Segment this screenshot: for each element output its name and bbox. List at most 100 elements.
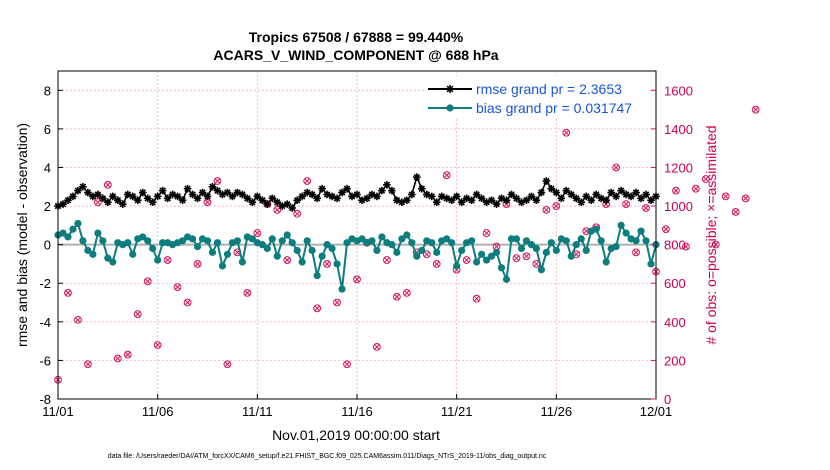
marker-stroke	[94, 199, 101, 206]
bias-point	[213, 239, 222, 247]
bias-point	[482, 256, 491, 264]
bias-point	[79, 237, 87, 245]
obs-possible-point	[84, 360, 92, 369]
bias-point	[632, 237, 640, 245]
marker-stroke	[323, 191, 331, 198]
obs-assimilated-point	[483, 230, 490, 237]
marker-stroke	[214, 187, 221, 194]
marker-stroke	[344, 361, 350, 368]
bias-point	[547, 239, 555, 247]
bias-point	[403, 231, 411, 239]
marker-stroke	[553, 189, 560, 196]
obs-assimilated-point	[194, 260, 201, 267]
y-tick-label: -6	[39, 353, 51, 368]
marker-stroke	[119, 200, 127, 208]
marker-stroke	[373, 193, 381, 200]
obs-possible-point	[751, 105, 760, 114]
x-tick-label: 11/01	[42, 404, 74, 419]
rmse-point	[153, 192, 162, 201]
obs-possible-point	[183, 298, 192, 307]
bias-point	[602, 258, 610, 266]
marker-stroke	[65, 289, 71, 296]
bias-point	[497, 264, 506, 272]
bias-point	[477, 250, 486, 258]
bias-point	[373, 246, 381, 255]
y-tick-label: -4	[39, 315, 51, 330]
marker-stroke	[523, 253, 530, 260]
obs-assimilated-point	[65, 289, 71, 296]
obs-possible-point	[383, 256, 391, 264]
marker-stroke	[328, 193, 336, 200]
obs-possible-point	[163, 256, 172, 264]
bias-point	[129, 250, 137, 258]
bias-point	[642, 237, 650, 245]
marker-stroke	[94, 191, 102, 198]
marker-stroke	[418, 185, 426, 192]
marker-stroke	[742, 195, 749, 202]
y-tick-label: 0	[44, 238, 51, 253]
marker-stroke	[214, 178, 221, 184]
x-tick-label: 11/06	[142, 404, 174, 419]
obs-assimilated-point	[393, 293, 400, 300]
bias-point	[522, 237, 531, 245]
x-tick-label: 11/26	[541, 404, 573, 419]
marker-stroke	[393, 197, 401, 204]
legend: rmse grand pr = 2.3653 bias grand pr = 0…	[425, 76, 649, 118]
bias-point	[303, 237, 311, 245]
bias-point	[313, 271, 321, 280]
obs-possible-point	[313, 304, 322, 313]
obs-assimilated-point	[692, 185, 699, 192]
bias-point	[413, 252, 421, 260]
obs-assimilated-point	[473, 295, 480, 302]
rmse-point	[562, 186, 571, 195]
marker-stroke	[244, 289, 251, 296]
bias-point	[502, 275, 511, 283]
obs-assimilated-point	[403, 289, 410, 296]
bias-point	[612, 242, 620, 251]
bias-point	[333, 260, 341, 268]
footer-datafile: data file: /Users/raeder/DAI/ATM_forcXX/…	[108, 453, 547, 460]
marker-stroke	[318, 185, 326, 192]
obs-assimilated-point	[94, 199, 101, 206]
bias-point	[647, 260, 655, 268]
marker-stroke	[672, 187, 679, 194]
bias-point	[84, 246, 92, 255]
obs-possible-point	[522, 252, 531, 261]
marker-stroke	[433, 260, 440, 267]
obs-possible-point	[542, 206, 551, 214]
bias-point	[218, 262, 227, 270]
bias-point	[293, 246, 301, 255]
bias-point	[537, 266, 545, 274]
bias-point	[637, 227, 645, 235]
marker-stroke	[109, 193, 117, 200]
marker-stroke	[134, 197, 141, 204]
rmse-point	[632, 188, 640, 197]
rmse-point	[552, 188, 561, 197]
bias-point	[418, 246, 426, 255]
marker-stroke	[622, 191, 630, 198]
legend-rmse-star	[446, 85, 454, 93]
marker-stroke	[69, 193, 77, 200]
x-tick-label: 11/21	[441, 404, 473, 419]
rmse-point	[69, 192, 77, 201]
obs-assimilated-point	[493, 243, 500, 250]
marker-stroke	[303, 189, 311, 196]
marker-stroke	[334, 299, 341, 306]
bias-point	[517, 244, 526, 253]
marker-stroke	[324, 260, 331, 267]
y-tick-label: 6	[44, 122, 51, 137]
marker-stroke	[204, 193, 211, 200]
marker-stroke	[84, 189, 92, 196]
bias-point	[238, 258, 246, 266]
marker-stroke	[79, 183, 87, 191]
obs-possible-point	[143, 277, 152, 286]
bias-point	[208, 248, 217, 256]
rmse-point	[388, 186, 396, 195]
obs-assimilated-point	[553, 203, 560, 210]
marker-stroke	[368, 191, 376, 198]
obs-assimilated-point	[513, 255, 520, 262]
bias-point	[99, 237, 107, 245]
rmse-point	[138, 188, 147, 197]
bias-point	[233, 237, 241, 245]
